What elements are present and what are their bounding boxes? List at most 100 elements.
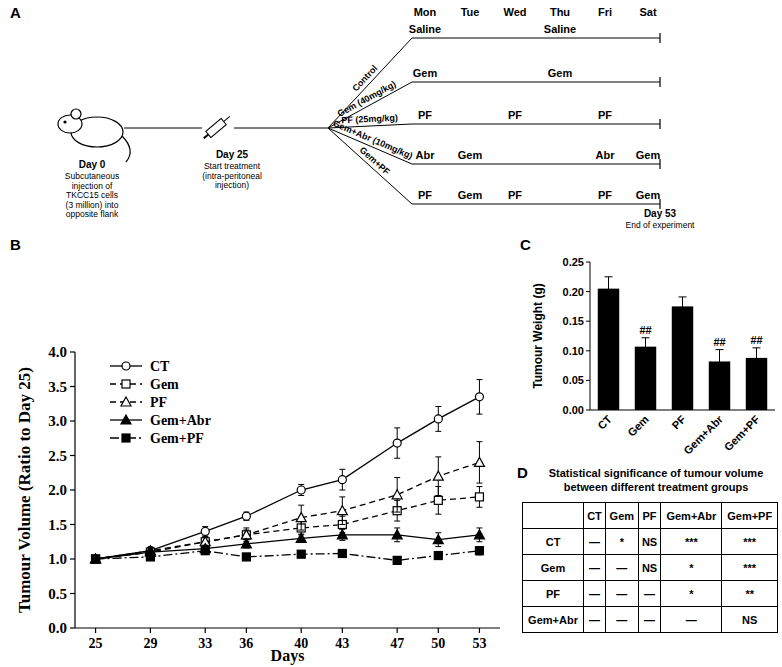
legend-label: Gem+PF (150, 431, 204, 446)
error-cap (394, 477, 400, 478)
legend-marker (122, 434, 130, 442)
data-point (337, 530, 347, 539)
legend-label: CT (150, 359, 170, 374)
y-tick (586, 291, 590, 292)
y-tick (70, 386, 75, 387)
error-cap (476, 414, 482, 415)
y-tick (586, 410, 590, 411)
treatment-event: PF (598, 109, 612, 121)
x-tick (246, 628, 247, 633)
data-point (296, 533, 306, 542)
data-point (296, 513, 306, 522)
error-cap (679, 296, 687, 297)
data-point (92, 555, 100, 563)
y-tick (70, 351, 75, 352)
table-row: CT—*NS****** (523, 529, 778, 555)
legend-label: Gem+Abr (150, 413, 211, 428)
treatment-event: PF (418, 189, 432, 201)
treatment-event: Gem (636, 149, 661, 161)
day-label: Tue (461, 6, 480, 18)
bar (709, 361, 730, 410)
treatment-event: Abr (416, 149, 436, 161)
error-cap (435, 495, 441, 496)
error-cap (435, 514, 441, 515)
treatment-event: Saline (544, 23, 576, 35)
data-point (92, 555, 100, 563)
table-cell: — (584, 581, 606, 607)
error-cap (339, 524, 345, 525)
legend: CTGemPFGem+AbrGem+PF (110, 359, 211, 446)
y-tick-label: 0.20 (563, 286, 584, 298)
table-cell: — (605, 555, 638, 581)
error-cap (435, 532, 441, 533)
branch-line (328, 128, 412, 204)
table-cell: * (661, 581, 722, 607)
error-bar (202, 547, 208, 554)
branch-line (328, 38, 412, 128)
syringe-needle (224, 116, 230, 121)
error-bar (243, 512, 249, 520)
y-tick-label: 1.0 (48, 551, 67, 567)
error-cap (298, 484, 304, 485)
bar-chart: 0.000.050.100.150.200.25Tumour Weight (g… (531, 256, 775, 457)
significance-mark: ## (713, 336, 725, 348)
mouse-tail (122, 136, 130, 162)
y-tick-label: 1.5 (48, 517, 67, 533)
table-cell: NS (638, 555, 661, 581)
treatment-event: PF (508, 189, 522, 201)
data-point (475, 547, 483, 555)
x-tick-label: 33 (198, 636, 212, 651)
error-bar (435, 407, 441, 432)
line-chart: 0.00.51.01.52.02.53.03.54.02529333640434… (15, 344, 500, 665)
y-tick (70, 558, 75, 559)
event-text: (intra-peritoneal (202, 171, 262, 181)
day-label: Fri (598, 6, 612, 18)
data-point (146, 553, 154, 561)
y-tick-label: 0.0 (48, 620, 67, 636)
treatment-event: Gem (458, 149, 483, 161)
syringe-barrel (206, 119, 226, 138)
error-cap (435, 456, 441, 457)
panel-label: D (517, 464, 528, 481)
error-cap (394, 512, 400, 513)
mouse-ear (71, 109, 81, 119)
day-label: Wed (503, 6, 526, 18)
table-cell: — (638, 581, 661, 607)
x-tick (150, 628, 151, 633)
table-cell: *** (722, 555, 778, 581)
table-cell: *** (661, 529, 722, 555)
y-axis-title: Tumour Volume (Ratio to Day 25) (15, 367, 34, 613)
data-point (297, 486, 305, 494)
significance-mark: ## (639, 324, 651, 336)
table-cell: Gem (523, 555, 584, 581)
error-cap (298, 530, 304, 531)
table-cell: Gem+Abr (523, 607, 584, 633)
x-axis (75, 627, 500, 628)
data-point (91, 554, 101, 563)
data-point (433, 471, 443, 480)
event-text: injection) (215, 180, 249, 190)
table-row: CTGemPFGem+AbrGem+PF (523, 503, 778, 529)
error-bar (476, 487, 482, 508)
table-cell: PF (638, 503, 661, 529)
bar (746, 358, 767, 410)
table-row: PF———*** (523, 581, 778, 607)
error-bar (476, 380, 482, 415)
data-point (434, 496, 442, 504)
event-label: Day 53 (644, 208, 677, 219)
x-tick-label: CT (595, 413, 614, 432)
bar (598, 289, 619, 410)
data-point (242, 553, 250, 561)
data-point (393, 556, 401, 564)
plot-area (598, 277, 767, 410)
treatment-event: Gem (458, 189, 483, 201)
error-cap (339, 540, 345, 541)
x-tick-label: 53 (472, 636, 486, 651)
error-cap (476, 441, 482, 442)
x-tick-label: Gem (625, 413, 651, 439)
end-tick (659, 33, 660, 43)
x-tick-label: 29 (143, 636, 157, 651)
significance-table: CTGemPFGem+AbrGem+PFCT—*NS******Gem——NS*… (522, 502, 778, 633)
data-point (475, 393, 483, 401)
error-cap (476, 507, 482, 508)
